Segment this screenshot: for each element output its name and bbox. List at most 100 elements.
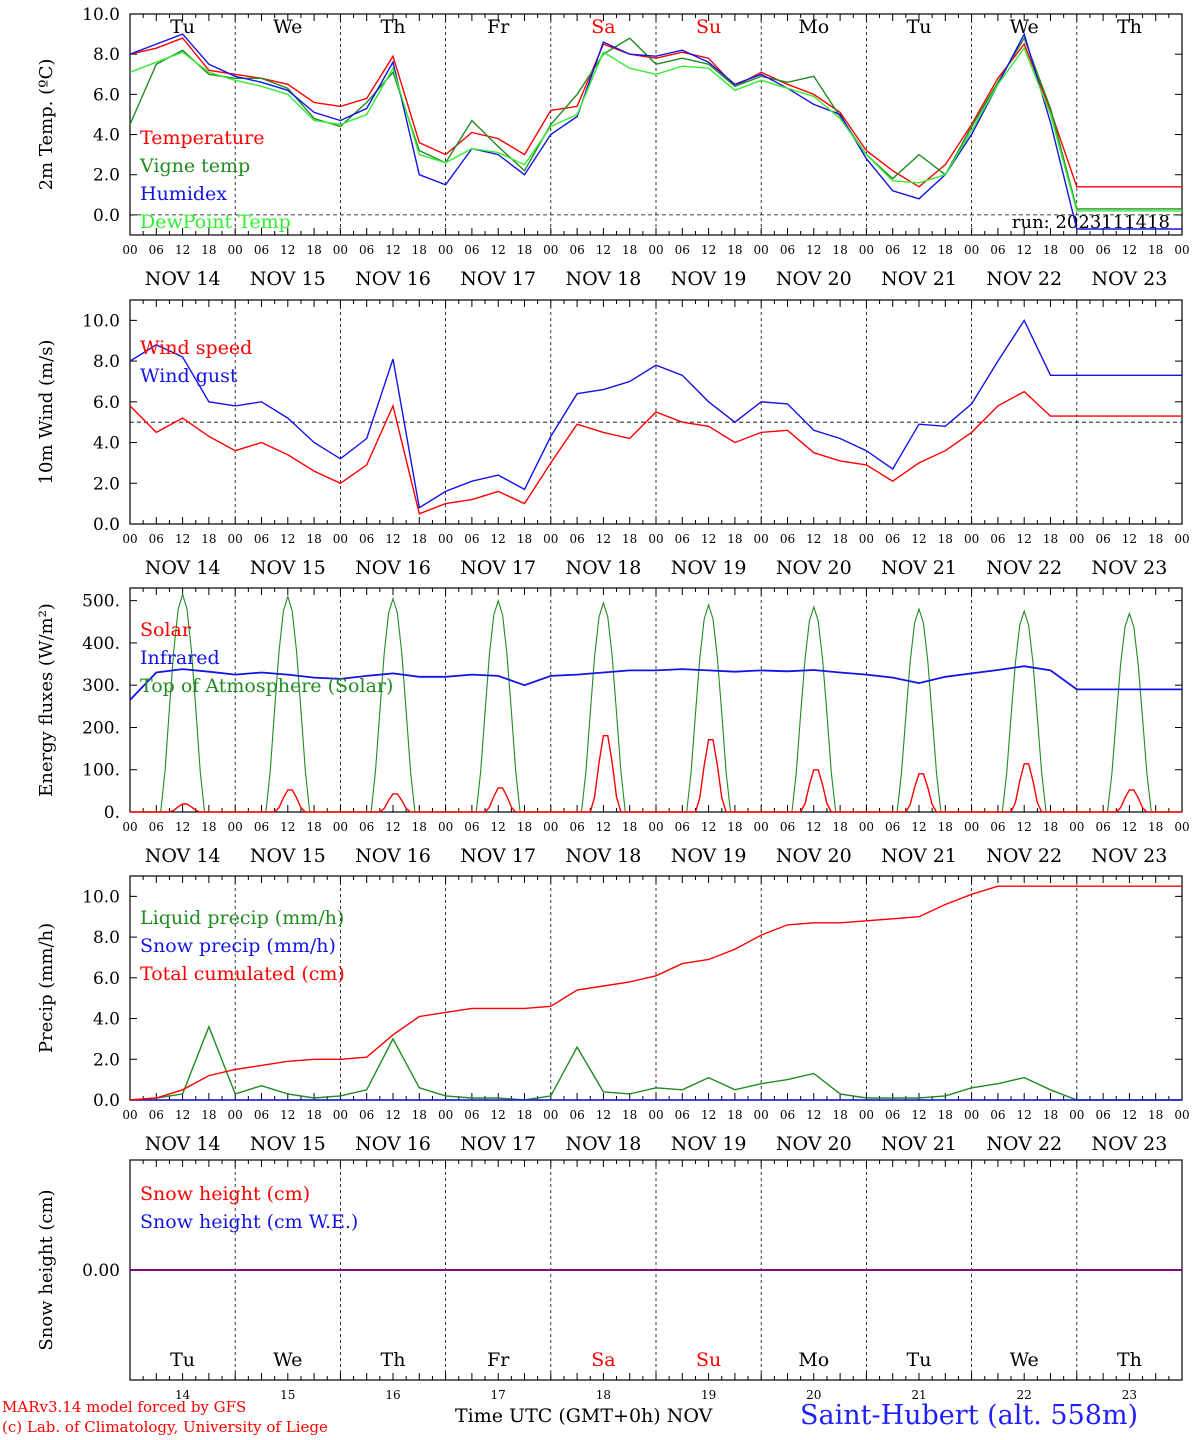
y-tick-label: 8.0 [93, 928, 120, 948]
hour-label: 12 [911, 532, 926, 546]
day-number: 21 [911, 1388, 926, 1402]
y-tick-label: 4.0 [93, 434, 120, 454]
hour-label: 18 [306, 243, 321, 257]
hour-label: 00 [333, 820, 348, 834]
hour-label: 12 [596, 820, 611, 834]
hour-label: 12 [1122, 532, 1137, 546]
y-tick-label: 2.0 [93, 166, 120, 186]
hour-label: 18 [1043, 243, 1058, 257]
day-number: 16 [385, 1388, 400, 1402]
hour-label: 00 [333, 532, 348, 546]
y-tick-label: 2.0 [93, 1050, 120, 1070]
series-line-0 [129, 1024, 1182, 1101]
legend-entry: Wind gust [140, 365, 238, 387]
legend-entry: Liquid precip (mm/h) [140, 907, 344, 929]
y-tick-label: 0.0 [93, 1091, 120, 1111]
date-label: NOV 20 [776, 557, 852, 579]
y-axis-label: 10m Wind (m/s) [36, 340, 57, 485]
hour-label: 12 [280, 1108, 295, 1122]
hour-label: 06 [990, 1108, 1005, 1122]
y-axis-label: Energy fluxes (W/m²) [36, 603, 57, 797]
date-label: NOV 15 [250, 1133, 326, 1155]
hour-label: 12 [175, 820, 190, 834]
day-number: 14 [175, 1388, 191, 1402]
hour-label: 12 [701, 243, 716, 257]
hour-label: 06 [1095, 532, 1110, 546]
date-label: NOV 22 [986, 557, 1062, 579]
credit-lab: (c) Lab. of Climatology, University of L… [2, 1418, 328, 1436]
hour-label: 18 [517, 532, 532, 546]
y-tick-label: 500. [82, 592, 120, 612]
hour-label: 18 [622, 243, 637, 257]
hour-label: 06 [885, 1108, 900, 1122]
hour-label: 00 [438, 820, 453, 834]
hour-label: 06 [464, 820, 479, 834]
hour-label: 06 [780, 1108, 795, 1122]
y-tick-label: 4.0 [93, 126, 120, 146]
day-label: We [1010, 1349, 1039, 1371]
hour-label: 06 [359, 532, 374, 546]
date-label: NOV 19 [671, 845, 747, 867]
day-label: Th [1117, 16, 1142, 38]
date-label: NOV 15 [250, 268, 326, 290]
hour-label: 06 [149, 1108, 164, 1122]
hour-label: 00 [964, 820, 979, 834]
hour-label: 18 [938, 1108, 953, 1122]
hour-label: 06 [254, 1108, 269, 1122]
date-label: NOV 22 [986, 845, 1062, 867]
hour-label: 18 [412, 243, 427, 257]
hour-label: 18 [412, 820, 427, 834]
date-label: NOV 18 [565, 268, 641, 290]
hour-label: 12 [491, 1108, 506, 1122]
date-label: NOV 22 [986, 1133, 1062, 1155]
hour-label: 06 [149, 243, 164, 257]
hour-label: 12 [1017, 1108, 1032, 1122]
date-label: NOV 18 [565, 1133, 641, 1155]
hour-label: 18 [306, 820, 321, 834]
hour-label: 18 [1148, 1108, 1163, 1122]
y-tick-label: 0.00 [82, 1261, 120, 1281]
hour-label: 06 [1095, 1108, 1110, 1122]
date-label: NOV 21 [881, 268, 957, 290]
hour-label: 12 [1122, 243, 1137, 257]
hour-label: 00 [438, 532, 453, 546]
hour-label: 00 [1174, 1108, 1189, 1122]
hour-label: 18 [306, 1108, 321, 1122]
day-number: 23 [1122, 1388, 1137, 1402]
date-label: NOV 23 [1091, 268, 1167, 290]
legend-entry: DewPoint Temp [140, 211, 291, 233]
day-label: Fr [487, 1349, 510, 1371]
hour-label: 00 [648, 820, 663, 834]
hour-label: 00 [964, 532, 979, 546]
date-label: NOV 15 [250, 557, 326, 579]
hour-label: 00 [754, 1108, 769, 1122]
date-label: NOV 23 [1091, 557, 1167, 579]
hour-label: 06 [1095, 243, 1110, 257]
date-label: NOV 18 [565, 557, 641, 579]
hour-label: 18 [832, 1108, 847, 1122]
date-label: NOV 17 [460, 845, 536, 867]
hour-label: 00 [543, 243, 558, 257]
hour-label: 06 [990, 532, 1005, 546]
day-label: Su [696, 1349, 721, 1371]
hour-label: 12 [491, 820, 506, 834]
date-label: NOV 21 [881, 1133, 957, 1155]
hour-label: 06 [780, 532, 795, 546]
hour-label: 00 [228, 1108, 243, 1122]
hour-label: 00 [228, 820, 243, 834]
y-tick-label: 8.0 [93, 352, 120, 372]
date-label: NOV 17 [460, 268, 536, 290]
hour-label: 06 [569, 532, 584, 546]
hour-label: 12 [280, 820, 295, 834]
day-label: Tu [907, 1349, 932, 1371]
y-tick-label: 6.0 [93, 393, 120, 413]
day-label: We [1010, 16, 1039, 38]
hour-label: 18 [517, 1108, 532, 1122]
hour-label: 18 [832, 820, 847, 834]
legend-entry: Infrared [140, 647, 220, 669]
hour-label: 06 [254, 532, 269, 546]
hour-label: 00 [964, 243, 979, 257]
date-label: NOV 17 [460, 557, 536, 579]
day-label: We [273, 1349, 302, 1371]
date-label: NOV 14 [145, 1133, 221, 1155]
